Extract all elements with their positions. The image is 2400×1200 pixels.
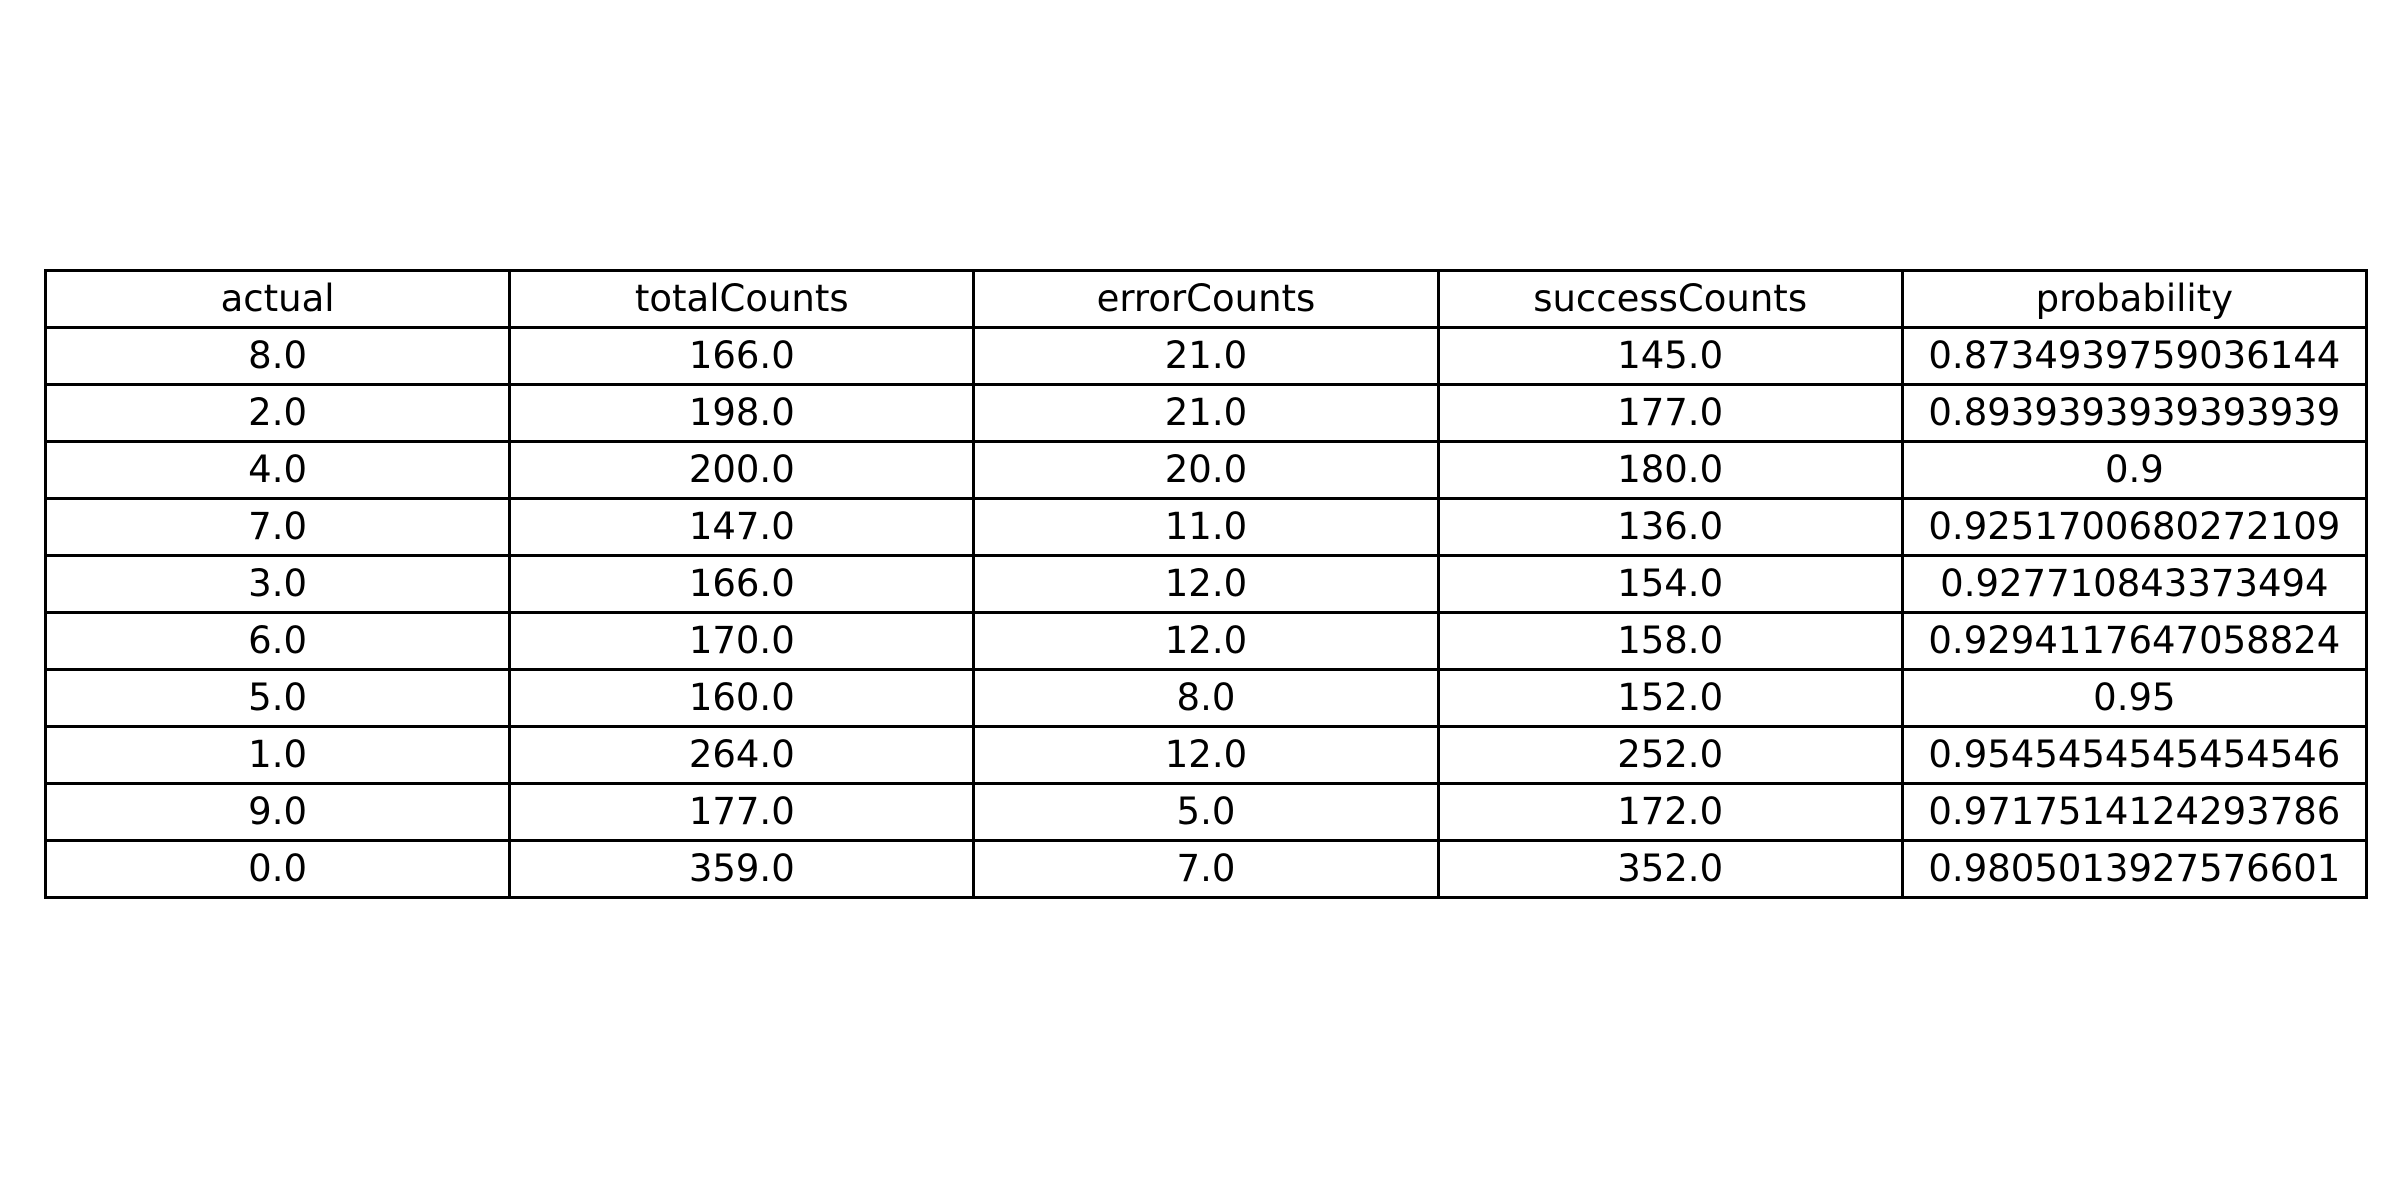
cell-total-counts: 200.0 (508, 440, 976, 500)
cell-total-counts: 166.0 (508, 326, 976, 386)
table-row: 9.0 177.0 5.0 172.0 0.9717514124293786 (43, 782, 2369, 842)
cell-total-counts: 177.0 (508, 782, 976, 842)
cell-error-counts: 8.0 (972, 668, 1440, 728)
cell-error-counts: 12.0 (972, 554, 1440, 614)
cell-total-counts: 166.0 (508, 554, 976, 614)
table-header: actual totalCounts errorCounts successCo… (43, 269, 2369, 329)
cell-total-counts: 147.0 (508, 497, 976, 557)
cell-total-counts: 359.0 (508, 839, 976, 899)
table-row: 1.0 264.0 12.0 252.0 0.9545454545454546 (43, 725, 2369, 785)
cell-actual: 2.0 (43, 383, 512, 443)
table-row: 4.0 200.0 20.0 180.0 0.9 (43, 440, 2369, 500)
column-header-actual: actual (43, 269, 512, 329)
cell-error-counts: 12.0 (972, 725, 1440, 785)
cell-total-counts: 170.0 (508, 611, 976, 671)
cell-success-counts: 180.0 (1436, 440, 1904, 500)
column-header-success-counts: successCounts (1436, 269, 1904, 329)
cell-success-counts: 136.0 (1436, 497, 1904, 557)
cell-probability: 0.927710843373494 (1900, 554, 2369, 614)
table-body: 8.0 166.0 21.0 145.0 0.8734939759036144 2.0 19… (43, 326, 2369, 899)
cell-success-counts: 352.0 (1436, 839, 1904, 899)
column-header-total-counts: totalCounts (508, 269, 976, 329)
table-row: 6.0 170.0 12.0 158.0 0.9294117647058824 (43, 611, 2369, 671)
cell-success-counts: 158.0 (1436, 611, 1904, 671)
cell-probability: 0.9251700680272109 (1900, 497, 2369, 557)
cell-success-counts: 252.0 (1436, 725, 1904, 785)
cell-error-counts: 21.0 (972, 326, 1440, 386)
column-header-error-counts: errorCounts (972, 269, 1440, 329)
cell-actual: 0.0 (43, 839, 512, 899)
cell-probability: 0.9 (1900, 440, 2369, 500)
cell-actual: 7.0 (43, 497, 512, 557)
table-row: 3.0 166.0 12.0 154.0 0.927710843373494 (43, 554, 2369, 614)
column-header-probability: probability (1900, 269, 2369, 329)
table-row: 2.0 198.0 21.0 177.0 0.8939393939393939 (43, 383, 2369, 443)
data-table: actual totalCounts errorCounts successCo… (43, 269, 2369, 899)
cell-actual: 4.0 (43, 440, 512, 500)
cell-success-counts: 172.0 (1436, 782, 1904, 842)
cell-error-counts: 12.0 (972, 611, 1440, 671)
cell-total-counts: 160.0 (508, 668, 976, 728)
table-row: 8.0 166.0 21.0 145.0 0.8734939759036144 (43, 326, 2369, 386)
cell-actual: 5.0 (43, 668, 512, 728)
cell-probability: 0.9294117647058824 (1900, 611, 2369, 671)
cell-actual: 8.0 (43, 326, 512, 386)
cell-success-counts: 154.0 (1436, 554, 1904, 614)
data-table-container: actual totalCounts errorCounts successCo… (43, 269, 2369, 899)
cell-actual: 1.0 (43, 725, 512, 785)
cell-probability: 0.9717514124293786 (1900, 782, 2369, 842)
cell-success-counts: 177.0 (1436, 383, 1904, 443)
cell-probability: 0.9805013927576601 (1900, 839, 2369, 899)
cell-probability: 0.9545454545454546 (1900, 725, 2369, 785)
cell-total-counts: 264.0 (508, 725, 976, 785)
table-row: 5.0 160.0 8.0 152.0 0.95 (43, 668, 2369, 728)
header-row: actual totalCounts errorCounts successCo… (43, 269, 2369, 329)
cell-success-counts: 152.0 (1436, 668, 1904, 728)
cell-error-counts: 7.0 (972, 839, 1440, 899)
cell-probability: 0.95 (1900, 668, 2369, 728)
table-row: 7.0 147.0 11.0 136.0 0.9251700680272109 (43, 497, 2369, 557)
cell-error-counts: 5.0 (972, 782, 1440, 842)
cell-total-counts: 198.0 (508, 383, 976, 443)
cell-success-counts: 145.0 (1436, 326, 1904, 386)
table-row: 0.0 359.0 7.0 352.0 0.9805013927576601 (43, 839, 2369, 899)
cell-probability: 0.8939393939393939 (1900, 383, 2369, 443)
cell-actual: 9.0 (43, 782, 512, 842)
cell-error-counts: 11.0 (972, 497, 1440, 557)
cell-error-counts: 20.0 (972, 440, 1440, 500)
cell-actual: 6.0 (43, 611, 512, 671)
cell-actual: 3.0 (43, 554, 512, 614)
cell-error-counts: 21.0 (972, 383, 1440, 443)
cell-probability: 0.8734939759036144 (1900, 326, 2369, 386)
